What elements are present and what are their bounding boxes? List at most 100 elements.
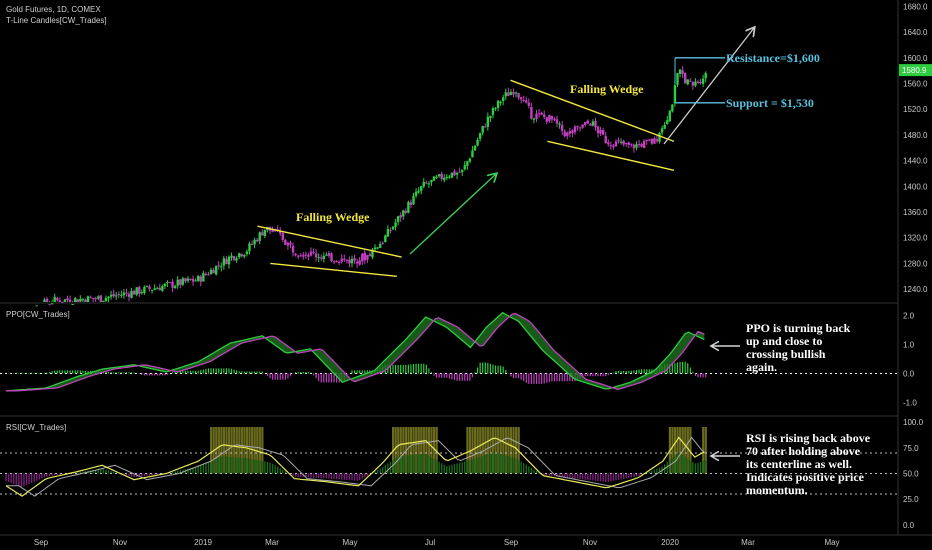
rsi-overbought-band (481, 427, 484, 474)
price-candles (35, 66, 707, 307)
ppo-line (5, 311, 705, 392)
candle-body (596, 126, 600, 134)
rsi-overbought-band (417, 427, 420, 474)
rsi-overbought-band (502, 427, 505, 474)
candle-body (284, 239, 287, 245)
candle-body (494, 108, 497, 110)
candle-body (89, 297, 92, 299)
candle-body (607, 142, 610, 145)
rsi-note-line: RSI is rising back above (746, 431, 871, 445)
candle-body (35, 305, 38, 307)
candle-body (209, 269, 213, 275)
candle-body (371, 249, 374, 258)
candle-body (91, 297, 95, 299)
candle-body (63, 299, 67, 302)
rsi-tick-label: 100.0 (903, 418, 924, 427)
candle-body (578, 127, 582, 129)
candle-body (181, 278, 185, 285)
ppo-signal-line (6, 312, 705, 392)
candle-body (225, 258, 228, 265)
candle-body (320, 257, 323, 259)
rsi-overbought-band (415, 427, 418, 474)
candle-body (691, 82, 695, 86)
time-tick-label: Mar (265, 538, 279, 547)
candle-body (348, 259, 351, 264)
candle-body (350, 259, 354, 264)
rsi-signal-line (6, 436, 705, 497)
candle-body (560, 124, 564, 131)
rsi-overbought-band (486, 427, 490, 474)
price-tick-label: 1240.0 (903, 285, 928, 294)
rsi-overbought-band (686, 427, 689, 474)
rsi-overbought-band (489, 427, 492, 474)
wedge-2-label: Falling Wedge (570, 82, 644, 96)
candle-body (576, 126, 579, 128)
candle-body (407, 201, 410, 213)
candle-body (604, 135, 607, 144)
candle-body (250, 243, 254, 245)
candle-body (61, 301, 64, 303)
candle-body (550, 115, 554, 120)
candle-body (335, 260, 338, 263)
candle-body (427, 183, 431, 185)
candle-body (56, 298, 59, 301)
rsi-overbought-band (238, 427, 241, 474)
candle-body (122, 292, 126, 296)
candle-body (463, 165, 466, 170)
candle-body (386, 229, 390, 237)
candle-body (586, 120, 589, 124)
rsi-overbought-band (248, 427, 251, 474)
candle-body (478, 133, 482, 139)
rsi-tick-label: 50.0 (903, 470, 919, 479)
candle-body (417, 190, 420, 193)
time-tick-label: 2020 (661, 538, 679, 547)
candle-body (701, 78, 705, 84)
candle-body (648, 139, 651, 141)
candle-body (212, 269, 215, 274)
candle-body (235, 258, 238, 261)
rsi-overbought-band (430, 427, 433, 474)
candle-body (476, 139, 479, 146)
candle-body (453, 171, 456, 176)
candle-body (79, 298, 82, 302)
candle-body (499, 101, 502, 103)
ppo-note-line: crossing bullish (746, 347, 826, 361)
candle-body (440, 173, 443, 179)
rsi-overbought-band (517, 427, 520, 474)
candle-body (271, 230, 274, 232)
rsi-tick-label: 75.0 (903, 444, 919, 453)
last-price-label: 1580.9 (902, 66, 927, 75)
rsi-overbought-band (515, 427, 518, 474)
rsi-line (5, 436, 705, 497)
candle-body (194, 280, 197, 282)
candle-body (545, 117, 548, 122)
rsi-overbought-band (422, 427, 425, 474)
candle-body (394, 222, 397, 227)
candle-body (555, 119, 559, 124)
rsi-overbought-band (425, 427, 428, 474)
rsi-overbought-band (233, 427, 236, 474)
candle-body (502, 97, 505, 101)
time-tick-label: Jul (425, 538, 435, 547)
time-tick-label: 2019 (194, 538, 212, 547)
candle-body (548, 114, 551, 121)
candle-body (161, 286, 164, 291)
candle-body (694, 81, 697, 86)
candle-body (409, 202, 413, 205)
time-tick-label: May (342, 538, 357, 547)
candle-body (599, 130, 602, 134)
uptrend-arrow-white (663, 28, 754, 145)
rsi-tick-label: 25.0 (903, 495, 919, 504)
rsi-overbought-band (476, 427, 479, 474)
candle-body (84, 299, 87, 302)
candle-body (358, 260, 361, 265)
rsi-panel (0, 427, 898, 497)
rsi-overbought-band (420, 427, 423, 474)
candle-body (530, 107, 533, 119)
candle-body (532, 118, 536, 120)
candle-body (184, 278, 187, 282)
candle-body (197, 276, 200, 281)
candle-body (563, 131, 566, 137)
candle-body (261, 232, 264, 236)
candle-body (486, 116, 490, 127)
